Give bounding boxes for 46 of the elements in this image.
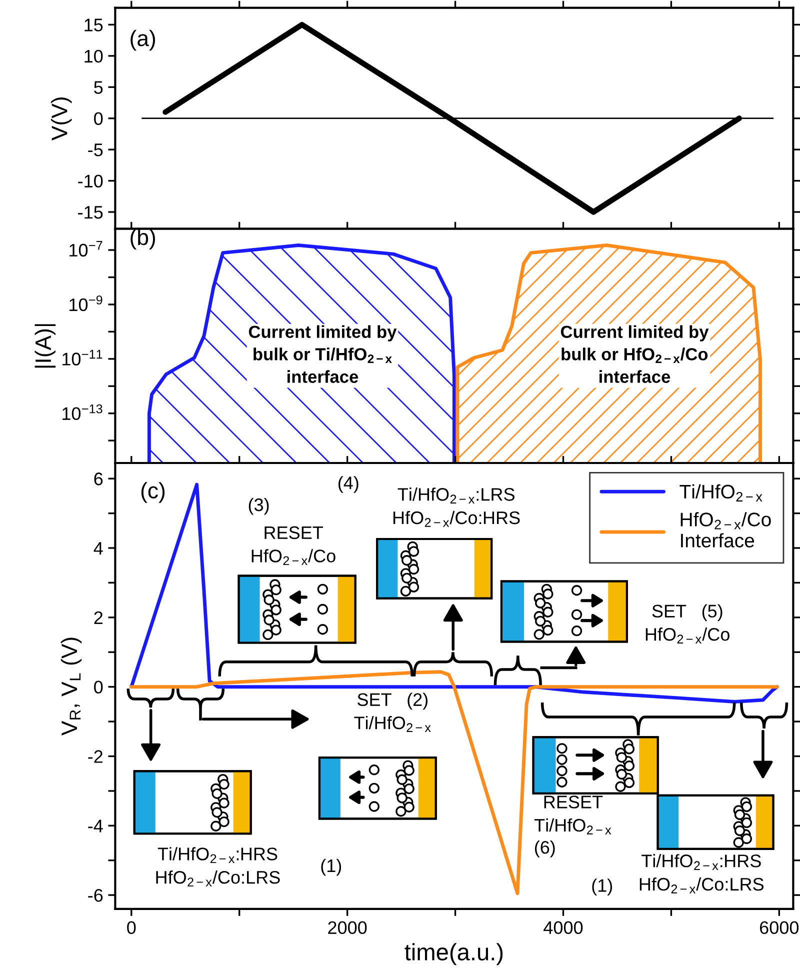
y-tick-label: -4 <box>88 820 103 832</box>
y-tick-label: 10$^{−13}$ <box>62 404 102 420</box>
y-tick-label: 4 <box>94 542 103 555</box>
annotation: (b) <box>130 228 156 250</box>
y-tick-label: 2 <box>94 611 102 624</box>
annotation: (c) <box>141 482 165 503</box>
annotation: (1) <box>592 878 612 896</box>
annotation: (a) <box>130 30 156 51</box>
y-tick-label: 5 <box>94 81 103 94</box>
y-tick-label: -10 <box>78 174 103 188</box>
y-tick-label: -5 <box>88 144 103 156</box>
legend-label: Ti/HfO$_{2−x}$ <box>680 484 762 502</box>
y-tick-label: -2 <box>88 750 102 763</box>
annotation: (3) <box>248 498 269 515</box>
annotation: RESET HfO$_{2−x}$/Co <box>252 526 336 566</box>
legend-label: HfO$_{2−x}$/Co Interface <box>680 512 771 548</box>
x-tick-label: 0 <box>127 921 136 934</box>
y-tick-label: 0 <box>94 680 103 694</box>
x-tick-label: 2000 <box>328 921 367 934</box>
annotation: Current limited by bulk or Ti/HfO$_{2−x}$ interface <box>248 325 397 383</box>
y-axis-title: |I(A)| <box>34 324 56 368</box>
y-axis-title: V$_{R}$, V$_{L}$ (V) <box>60 638 82 736</box>
y-tick-label: 6 <box>94 472 103 486</box>
y-axis-title: V(V) <box>51 97 72 140</box>
text: Ti/HfO$_{2−x}$:LRS HfO$_{2−x}$/Co:HRS <box>393 488 520 527</box>
y-tick-label: 10$^{−9}$ <box>70 295 102 312</box>
annotation: Current limited by bulk or HfO$_{2−x}$/Co interface <box>560 325 709 383</box>
y-tick-label: 10$^{−11}$ <box>62 350 102 366</box>
annotation: SET (5) HfO$_{2−x}$/Co <box>646 604 730 644</box>
text: Ti/HfO$_{2−x}$:HRS HfO$_{2−x}$/Co:LRS <box>640 854 764 894</box>
y-tick-label: 10 <box>84 50 103 63</box>
annotation: (4) <box>338 476 358 493</box>
annotation: (1) <box>321 858 342 876</box>
line-series <box>130 670 779 896</box>
x-axis-title: time(a.u.) <box>404 943 503 966</box>
y-tick-label: -15 <box>78 206 103 219</box>
y-tick-label: 15 <box>84 18 103 32</box>
x-tick-label: 6000 <box>760 921 799 934</box>
y-tick-label: 10$^{−7}$ <box>70 241 102 257</box>
y-tick-label: -6 <box>88 889 103 902</box>
annotation: RESET Ti/HfO$_{2−x}$ <box>534 796 612 834</box>
x-tick-label: 4000 <box>544 921 583 934</box>
text: Ti/HfO$_{2−x}$:HRS HfO$_{2−x}$/Co:LRS <box>156 847 280 886</box>
y-tick-label: 0 <box>94 112 103 126</box>
annotation: (6) <box>534 840 555 858</box>
annotation: SET (2) Ti/HfO$_{2−x}$ <box>354 692 431 732</box>
